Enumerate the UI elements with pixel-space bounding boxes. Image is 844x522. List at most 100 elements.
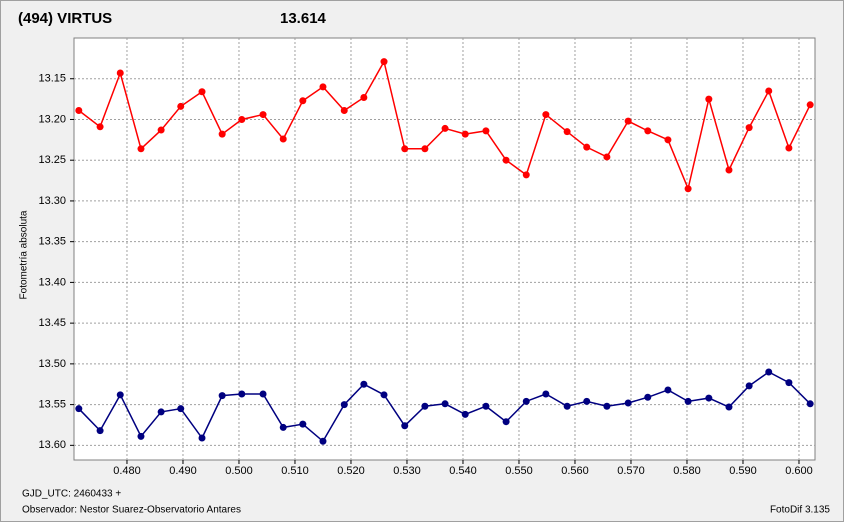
data-point <box>360 380 368 388</box>
data-point <box>441 400 449 408</box>
data-point <box>177 102 185 110</box>
data-point <box>563 128 571 136</box>
x-tick-label: 0.550 <box>505 465 533 477</box>
x-tick-label: 0.590 <box>729 465 757 477</box>
data-point <box>461 130 469 138</box>
data-point <box>177 405 185 413</box>
data-point <box>259 111 267 119</box>
y-tick-label: 13.45 <box>38 317 66 329</box>
y-axis-label: Fotometría absoluta <box>19 210 30 299</box>
data-point <box>380 58 388 66</box>
data-point <box>198 434 206 442</box>
data-point <box>319 83 327 91</box>
data-point <box>522 397 530 405</box>
data-point <box>684 397 692 405</box>
y-tick-label: 13.30 <box>38 195 66 207</box>
data-point <box>806 400 814 408</box>
data-point <box>299 97 307 105</box>
x-tick-label: 0.520 <box>337 465 365 477</box>
data-point <box>401 145 409 153</box>
x-tick-label: 0.510 <box>281 465 309 477</box>
data-point <box>299 420 307 428</box>
y-tick-label: 13.55 <box>38 399 66 411</box>
data-point <box>238 115 246 123</box>
data-point <box>522 171 530 179</box>
y-tick-label: 13.25 <box>38 154 66 166</box>
data-point <box>542 390 550 398</box>
data-point <box>785 144 793 152</box>
data-point <box>624 117 632 125</box>
x-tick-label: 0.480 <box>113 465 141 477</box>
y-tick-label: 13.35 <box>38 236 66 248</box>
data-point <box>644 127 652 135</box>
data-point <box>279 135 287 143</box>
data-point <box>684 185 692 193</box>
x-tick-label: 0.600 <box>785 465 813 477</box>
data-point <box>765 87 773 95</box>
data-point <box>441 124 449 132</box>
data-point <box>583 397 591 405</box>
data-point <box>116 69 124 77</box>
data-point <box>421 402 429 410</box>
x-tick-label: 0.540 <box>449 465 477 477</box>
data-point <box>75 405 83 413</box>
data-point <box>705 95 713 103</box>
y-tick-label: 13.15 <box>38 73 66 85</box>
data-point <box>238 390 246 398</box>
data-point <box>137 145 145 153</box>
data-point <box>705 394 713 402</box>
data-point <box>198 88 206 96</box>
data-point <box>502 156 510 164</box>
data-point <box>380 391 388 399</box>
data-point <box>603 153 611 161</box>
data-point <box>745 382 753 390</box>
data-point <box>583 143 591 151</box>
data-point <box>482 402 490 410</box>
data-point <box>785 379 793 387</box>
data-point <box>603 402 611 410</box>
footer-observer: Observador: Nestor Suarez-Observatorio A… <box>22 505 241 516</box>
data-point <box>461 410 469 418</box>
y-tick-label: 13.40 <box>38 276 66 288</box>
data-point <box>542 111 550 119</box>
y-tick-label: 13.20 <box>38 113 66 125</box>
plot-area <box>73 37 816 461</box>
object-title: (494) VIRTUS <box>18 10 112 27</box>
data-point <box>218 130 226 138</box>
data-point <box>75 107 83 115</box>
data-point <box>319 437 327 445</box>
x-tick-label: 0.500 <box>225 465 253 477</box>
x-tick-label: 0.560 <box>561 465 589 477</box>
data-point <box>421 145 429 153</box>
data-point <box>644 393 652 401</box>
x-tick-label: 0.530 <box>393 465 421 477</box>
data-point <box>340 401 348 409</box>
data-point <box>137 432 145 440</box>
footer-version: FotoDif 3.135 <box>770 505 830 516</box>
data-point <box>765 368 773 376</box>
data-point <box>806 101 814 109</box>
data-point <box>360 93 368 101</box>
data-point <box>218 392 226 400</box>
data-point <box>157 408 165 416</box>
data-point <box>502 418 510 426</box>
data-point <box>96 123 104 131</box>
comparison-magnitude: 13.614 <box>280 10 327 27</box>
data-point <box>624 399 632 407</box>
x-tick-label: 0.570 <box>617 465 645 477</box>
data-point <box>116 391 124 399</box>
y-tick-label: 13.60 <box>38 439 66 451</box>
y-tick-label: 13.50 <box>38 358 66 370</box>
data-point <box>259 390 267 398</box>
data-point <box>664 386 672 394</box>
data-point <box>482 127 490 135</box>
data-point <box>279 423 287 431</box>
data-point <box>157 126 165 134</box>
data-point <box>96 427 104 435</box>
data-point <box>725 166 733 174</box>
x-tick-label: 0.490 <box>169 465 197 477</box>
data-point <box>725 403 733 411</box>
data-point <box>401 422 409 430</box>
data-point <box>745 124 753 132</box>
